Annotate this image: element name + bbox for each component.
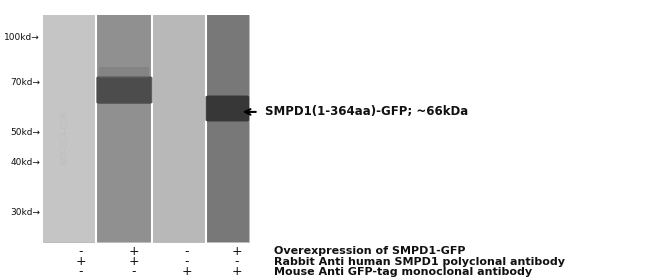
Bar [96,15,153,242]
Text: 40kd→: 40kd→ [10,158,40,167]
Text: 50kd→: 50kd→ [10,128,40,137]
Text: -: - [185,244,189,258]
Text: +: + [129,255,139,269]
Bar [153,15,205,242]
Text: WPT-GCA-COR: WPT-GCA-COR [60,111,70,165]
Bar [99,67,150,78]
Text: -: - [185,255,189,269]
Text: +: + [181,265,192,278]
Text: +: + [129,244,139,258]
Text: -: - [131,265,136,278]
Text: Mouse Anti GFP-tag monoclonal antibody: Mouse Anti GFP-tag monoclonal antibody [274,267,532,277]
Text: +: + [231,244,242,258]
Bar [44,15,249,242]
Text: Rabbit Anti human SMPD1 polyclonal antibody: Rabbit Anti human SMPD1 polyclonal antib… [274,257,565,267]
Text: -: - [79,244,83,258]
Bar [44,15,96,242]
FancyBboxPatch shape [96,76,153,104]
Text: 30kd→: 30kd→ [10,207,40,216]
Text: SMPD1(1-364aa)-GFP; ~66kDa: SMPD1(1-364aa)-GFP; ~66kDa [265,105,468,118]
Text: -: - [235,255,239,269]
Text: +: + [75,255,86,269]
Text: +: + [231,265,242,278]
Text: -: - [79,265,83,278]
Bar [205,15,249,242]
FancyBboxPatch shape [205,95,249,122]
Text: 70kd→: 70kd→ [10,78,40,87]
Text: 100kd→: 100kd→ [5,33,40,42]
Text: Overexpression of SMPD1-GFP: Overexpression of SMPD1-GFP [274,246,465,256]
